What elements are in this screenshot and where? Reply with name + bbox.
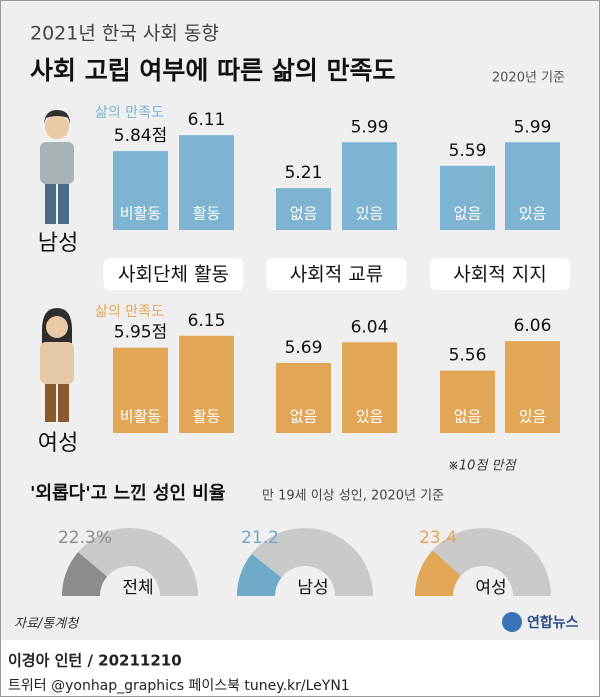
gauge-value: 21.2 (241, 528, 279, 548)
gauge-name: 여성 (475, 578, 506, 598)
bar (440, 370, 495, 433)
bar (505, 341, 560, 433)
bar-category: 없음 (290, 408, 318, 426)
bar-category: 있음 (356, 408, 384, 426)
gauge-value: 22.3% (58, 528, 112, 548)
bar-category: 없음 (290, 205, 318, 223)
gauge-fill (237, 553, 282, 596)
bar-category: 있음 (519, 205, 547, 223)
gauge-subtitle: 만 19세 이상 성인, 2020년 기준 (262, 489, 444, 504)
bar-category: 있음 (356, 205, 384, 223)
title: 사회 고립 여부에 따른 삶의 만족도 (30, 56, 396, 85)
value-label: 5.59 (449, 141, 487, 161)
value-label: 6.04 (351, 317, 389, 337)
social: 트위터 @yonhap_graphics 페이스북 tuney.kr/LeYN1 (8, 678, 350, 694)
note: 2020년 기준 (492, 71, 565, 86)
value-label: 5.69 (285, 338, 323, 358)
bar (276, 188, 331, 230)
gauge-fill (62, 552, 108, 596)
bar-category: 있음 (519, 408, 547, 426)
bar (179, 135, 234, 230)
gauge-name: 전체 (122, 578, 153, 598)
gauge-value: 23.4 (419, 528, 457, 548)
source: 자료/통계청 (14, 617, 80, 632)
value-label: 6.15 (188, 311, 226, 331)
gauge-name: 남성 (297, 578, 328, 598)
bar (113, 151, 168, 230)
group-label: 사회적 지지 (453, 264, 546, 286)
bar-category: 비활동 (120, 205, 162, 223)
legend: 삶의 만족도 (95, 105, 164, 121)
legend: 삶의 만족도 (95, 304, 164, 320)
group-box (430, 258, 570, 290)
male-icon (40, 110, 74, 224)
value-label: 5.95점 (114, 323, 168, 343)
bar (113, 347, 168, 433)
gauge-fill (415, 550, 461, 596)
row-label: 남성 (38, 231, 78, 256)
kicker: 2021년 한국 사회 동향 (30, 23, 219, 45)
bar-category: 없음 (454, 205, 482, 223)
value-label: 5.56 (449, 346, 487, 366)
value-label: 5.99 (351, 117, 389, 137)
logo-mark (502, 612, 522, 632)
logo: 연합뉴스 (527, 614, 579, 631)
bar (505, 142, 560, 230)
group-box (103, 258, 244, 290)
value-label: 5.21 (285, 163, 323, 183)
bar-category: 활동 (193, 205, 221, 223)
bar (179, 335, 234, 433)
female-icon (40, 308, 74, 422)
bar (440, 165, 495, 230)
value-label: 6.11 (188, 110, 226, 130)
bar (276, 362, 331, 433)
group-label: 사회단체 활동 (118, 264, 229, 286)
value-label: 5.84점 (114, 126, 168, 146)
bar-category: 없음 (454, 408, 482, 426)
bar-category: 비활동 (120, 408, 162, 426)
bar (342, 142, 397, 230)
group-label: 사회적 교류 (290, 264, 383, 286)
value-label: 5.99 (514, 117, 552, 137)
row-label: 여성 (38, 431, 78, 456)
footnote: ※10점 만점 (448, 459, 517, 474)
bar-category: 활동 (193, 408, 221, 426)
gauge-title: '외롭다'고 느낀 성인 비율 (30, 483, 225, 504)
value-label: 6.06 (514, 316, 552, 336)
bar (342, 342, 397, 433)
credit: 이경아 인턴 / 20211210 (8, 652, 182, 670)
group-box (266, 258, 407, 290)
